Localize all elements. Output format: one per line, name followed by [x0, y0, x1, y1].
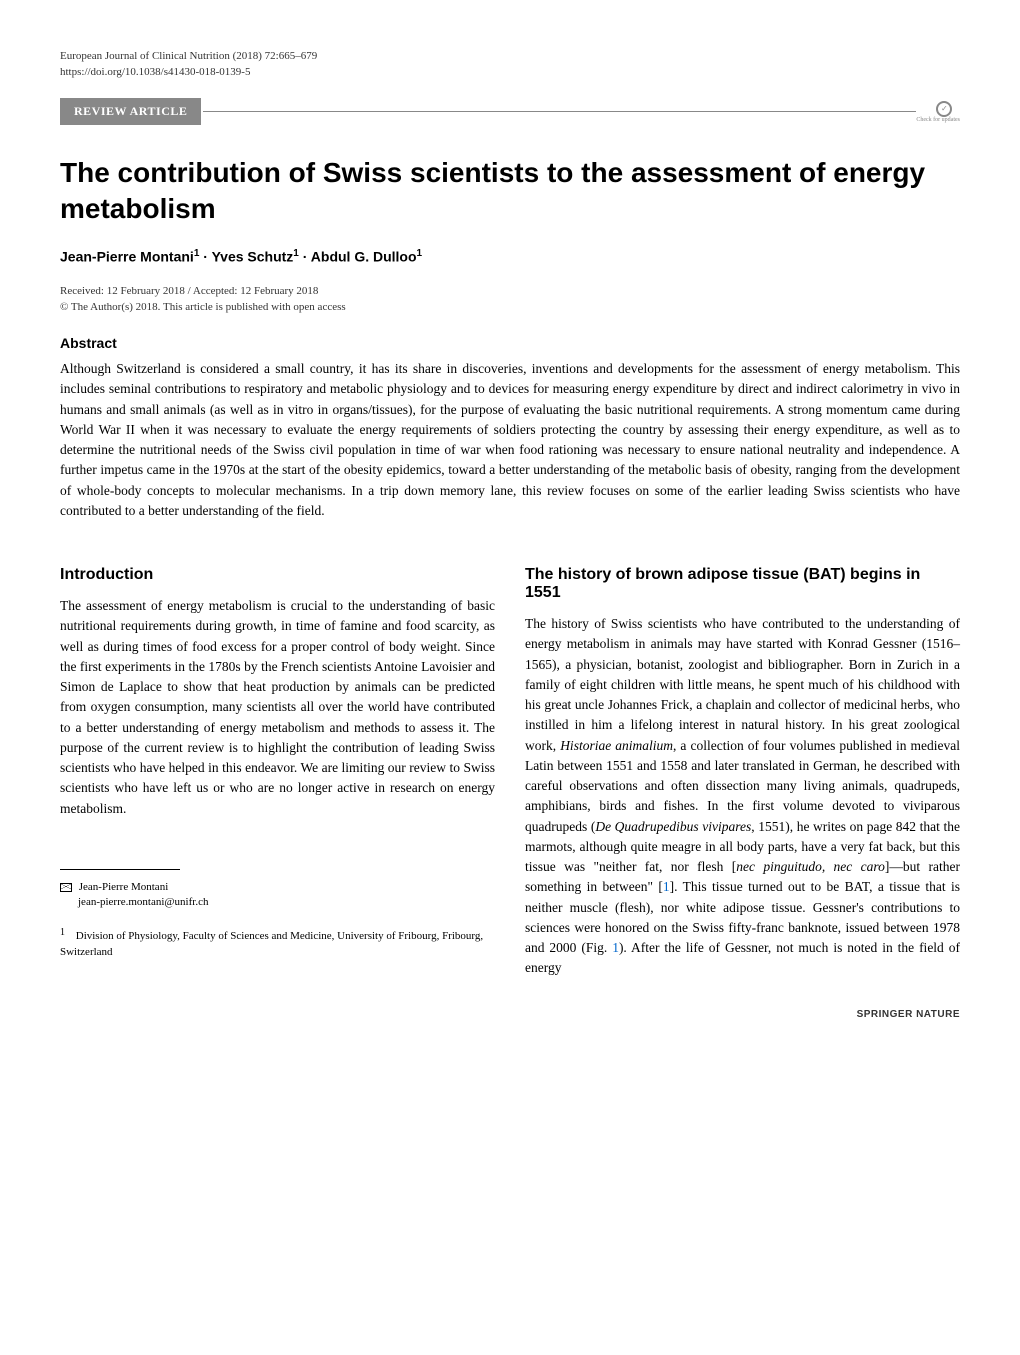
doi-row: https://doi.org/10.1038/s41430-018-0139-…	[60, 66, 960, 78]
figure-link[interactable]: 1	[612, 940, 619, 955]
article-type-label: REVIEW ARTICLE	[60, 98, 201, 125]
left-column: Introduction The assessment of energy me…	[60, 551, 495, 1020]
correspondence-block: Jean-Pierre Montani jean-pierre.montani@…	[60, 880, 495, 911]
corresponding-author: Jean-Pierre Montani	[79, 881, 169, 893]
footer-separator	[60, 869, 180, 870]
corresponding-email[interactable]: jean-pierre.montani@unifr.ch	[78, 896, 208, 908]
introduction-heading: Introduction	[60, 566, 495, 584]
article-type-bar: REVIEW ARTICLE ✓ Check for updates	[60, 98, 960, 125]
author-3: Abdul G. Dulloo	[311, 248, 417, 264]
check-updates-icon: ✓	[936, 101, 952, 117]
envelope-icon	[60, 883, 72, 892]
publisher-logo: SPRINGER NATURE	[525, 1009, 960, 1020]
check-updates-text: Check for updates	[916, 117, 960, 123]
affiliation-block: 1 Division of Physiology, Faculty of Sci…	[60, 926, 495, 960]
publication-dates: Received: 12 February 2018 / Accepted: 1…	[60, 284, 960, 315]
bat-heading: The history of brown adipose tissue (BAT…	[525, 566, 960, 602]
abstract-heading: Abstract	[60, 335, 960, 351]
author-list: Jean-Pierre Montani1 · Yves Schutz1 · Ab…	[60, 248, 960, 265]
citation-link[interactable]: 1	[663, 879, 670, 894]
affiliation-text: Division of Physiology, Faculty of Scien…	[60, 930, 483, 957]
horizontal-rule	[203, 111, 916, 112]
introduction-text: The assessment of energy metabolism is c…	[60, 596, 495, 819]
bat-paragraph: The history of Swiss scientists who have…	[525, 614, 960, 979]
journal-citation: European Journal of Clinical Nutrition (…	[60, 50, 317, 62]
right-column: The history of brown adipose tissue (BAT…	[525, 551, 960, 1020]
author-sep: ·	[199, 248, 211, 264]
affiliation-number: 1	[60, 927, 65, 938]
italic-term: De Quadrupedibus vivipares	[595, 819, 751, 834]
article-title: The contribution of Swiss scientists to …	[60, 155, 960, 228]
italic-term: nec pinguitudo, nec caro	[736, 859, 885, 874]
check-updates-badge[interactable]: ✓ Check for updates	[916, 101, 960, 123]
author-3-affil: 1	[417, 248, 423, 259]
page-header: European Journal of Clinical Nutrition (…	[60, 50, 960, 62]
author-2: Yves Schutz	[212, 248, 294, 264]
received-accepted: Received: 12 February 2018 / Accepted: 1…	[60, 284, 960, 299]
italic-term: Historiae animalium	[560, 738, 673, 753]
doi-link[interactable]: https://doi.org/10.1038/s41430-018-0139-…	[60, 66, 250, 78]
copyright-line: © The Author(s) 2018. This article is pu…	[60, 300, 960, 315]
abstract-text: Although Switzerland is considered a sma…	[60, 359, 960, 521]
author-sep: ·	[299, 248, 311, 264]
two-column-body: Introduction The assessment of energy me…	[60, 551, 960, 1020]
body-segment: The history of Swiss scientists who have…	[525, 616, 960, 753]
author-1: Jean-Pierre Montani	[60, 248, 194, 264]
